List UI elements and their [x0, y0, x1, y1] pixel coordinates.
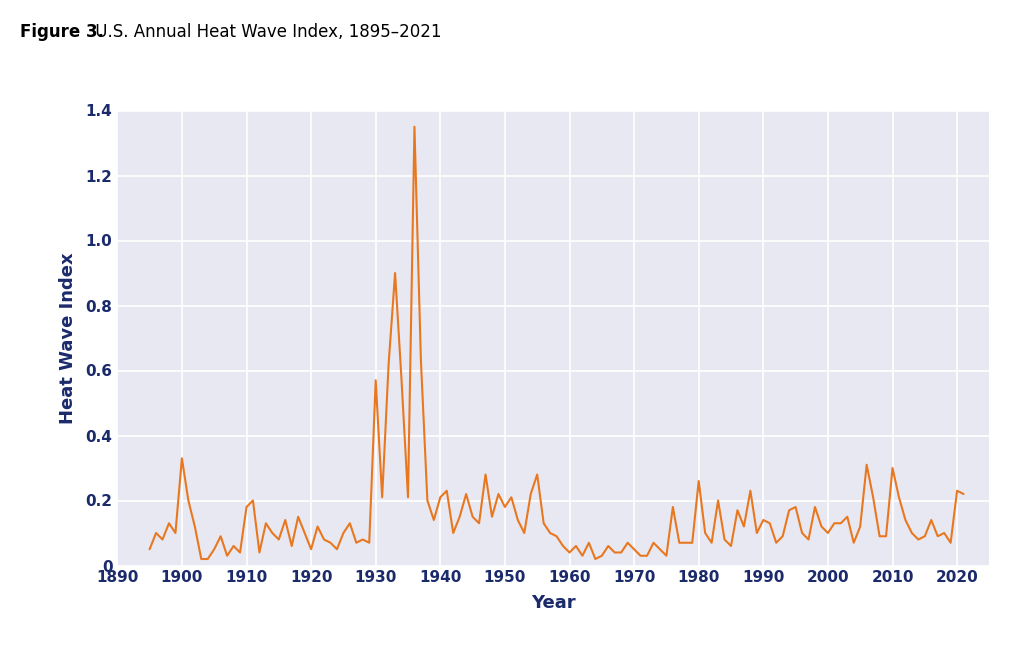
Text: U.S. Annual Heat Wave Index, 1895–2021: U.S. Annual Heat Wave Index, 1895–2021 [90, 23, 441, 41]
Y-axis label: Heat Wave Index: Heat Wave Index [59, 252, 77, 424]
Text: Figure 3.: Figure 3. [20, 23, 104, 41]
X-axis label: Year: Year [531, 593, 575, 612]
